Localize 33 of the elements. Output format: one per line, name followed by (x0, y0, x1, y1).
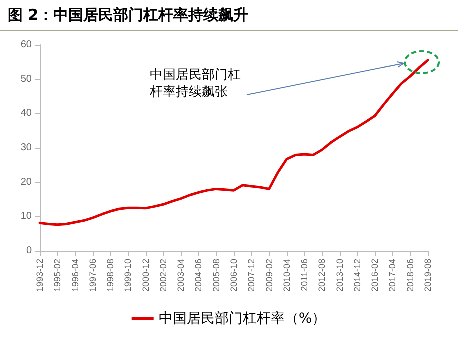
x-tick-label: 1995-02 (52, 259, 63, 292)
y-tick-label: 60 (20, 40, 32, 50)
x-tick-label: 1997-06 (88, 259, 98, 292)
x-tick-label: 2013-10 (334, 259, 345, 292)
x-tick-label: 2019-08 (423, 259, 433, 292)
x-tick-label: 1999-10 (123, 259, 134, 292)
x-tick-label: 1996-04 (70, 259, 80, 292)
y-tick-label: 40 (20, 108, 32, 120)
y-tick-label: 30 (20, 142, 32, 154)
x-tick-label: 2010-04 (282, 259, 292, 292)
x-tick-label: 2017-04 (388, 259, 398, 292)
x-tick-label: 2012-08 (317, 259, 328, 292)
x-tick-label: 2009-02 (264, 259, 274, 292)
chart-title: 图 2：中国居民部门杠杆率持续飙升 (0, 0, 458, 31)
x-tick-label: 1993-12 (35, 259, 45, 292)
annotation: 中国居民部门杠杆率持续飙张 (149, 67, 241, 100)
x-tick-label: 2018-06 (405, 259, 416, 292)
y-tick-label: 0 (26, 246, 32, 256)
x-tick-label: 2011-06 (300, 259, 310, 292)
legend-label: 中国居民部门杠杆率（%） (158, 311, 326, 327)
x-tick-label: 2014-12 (352, 259, 362, 292)
y-tick-label: 10 (20, 211, 32, 222)
x-tick-label: 2002-02 (158, 259, 168, 292)
x-tick-label: 2004-06 (194, 259, 204, 292)
y-tick-label: 50 (20, 74, 32, 85)
y-tick-label: 20 (20, 176, 32, 188)
x-tick-label: 2000-12 (140, 259, 151, 292)
x-tick-label: 2005-08 (211, 259, 222, 292)
x-tick-label: 2003-04 (176, 259, 186, 292)
x-tick-label: 2016-02 (370, 259, 380, 292)
x-tick-label: 2007-12 (246, 259, 257, 292)
x-tick-label: 2006-10 (229, 259, 239, 292)
x-tick-label: 1998-08 (106, 259, 116, 292)
